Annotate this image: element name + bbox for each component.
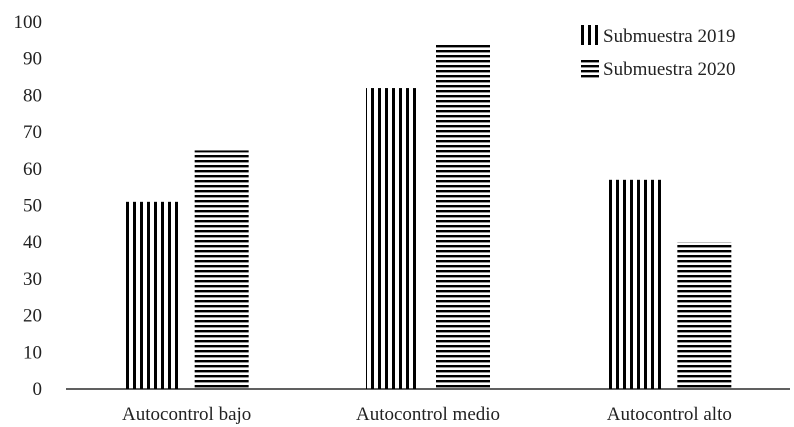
bar-2020-2 [436, 44, 490, 390]
y-tick-label: 40 [23, 232, 42, 253]
category-labels: Autocontrol bajo Autocontrol medio Autocon… [122, 404, 732, 425]
y-tick-label: 20 [23, 306, 42, 327]
legend-swatch-2019 [581, 25, 599, 45]
category-label: Autocontrol bajo [122, 404, 251, 425]
legend-label: Submuestra 2019 [603, 26, 735, 47]
y-tick-label: 30 [23, 269, 42, 290]
y-axis-ticks: 0 10 20 30 40 50 60 70 80 90 100 [14, 12, 43, 400]
y-tick-label: 100 [14, 12, 43, 33]
bar-2020-3 [677, 242, 732, 389]
bars [124, 44, 732, 390]
y-tick-label: 70 [23, 122, 42, 143]
bar-2019-3 [607, 179, 662, 389]
legend-swatch-2020 [581, 58, 599, 78]
category-label: Autocontrol medio [356, 404, 500, 425]
bar-2020-1 [194, 150, 249, 389]
category-label: Autocontrol alto [607, 404, 732, 425]
y-tick-label: 60 [23, 159, 42, 180]
y-tick-label: 90 [23, 49, 42, 70]
bar-2019-1 [124, 201, 179, 389]
y-tick-label: 80 [23, 85, 42, 106]
legend-label: Submuestra 2020 [603, 59, 735, 80]
y-tick-label: 10 [23, 342, 42, 363]
y-tick-label: 0 [33, 379, 43, 400]
y-tick-label: 50 [23, 196, 42, 217]
legend: Submuestra 2019 Submuestra 2020 [581, 25, 735, 80]
bar-2019-2 [366, 88, 420, 389]
